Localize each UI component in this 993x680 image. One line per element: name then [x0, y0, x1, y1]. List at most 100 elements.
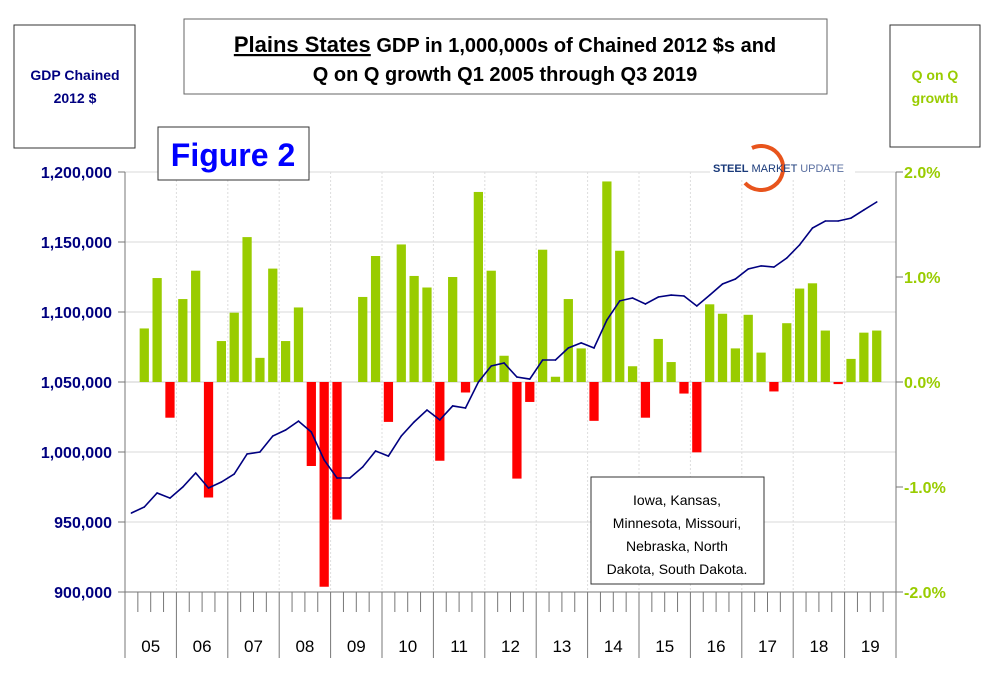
growth-bar-positive	[627, 366, 638, 382]
gdp-point	[785, 257, 788, 259]
right-tick-label: 1.0%	[904, 270, 940, 287]
growth-bar-positive	[846, 358, 856, 382]
growth-bar-positive	[152, 278, 162, 382]
gdp-point	[477, 381, 480, 383]
year-label: 17	[758, 637, 777, 656]
left-tick-label: 950,000	[54, 515, 112, 532]
growth-bar-negative	[319, 382, 329, 587]
growth-bar-positive	[293, 307, 304, 382]
growth-bar-negative	[679, 382, 689, 394]
growth-bar-positive	[358, 296, 368, 382]
gdp-point	[503, 362, 505, 364]
steel-market-update-logo: STEEL MARKET UPDATE	[710, 144, 855, 192]
growth-bar-negative	[512, 382, 522, 479]
gdp-point	[259, 451, 261, 453]
gdp-point	[233, 473, 236, 475]
growth-bar-negative	[332, 382, 342, 520]
growth-bar-positive	[576, 348, 586, 382]
gdp-point	[824, 220, 827, 222]
year-label: 08	[295, 637, 314, 656]
gdp-point	[464, 407, 467, 409]
gdp-point	[387, 455, 390, 457]
right-tick-label: 0.0%	[904, 375, 940, 392]
gdp-point	[516, 376, 518, 378]
gdp-point	[182, 486, 184, 488]
growth-bar-positive	[743, 314, 753, 382]
year-label: 11	[450, 637, 468, 656]
year-label: 09	[347, 637, 366, 656]
gdp-point	[798, 244, 801, 246]
left-tick-label: 1,200,000	[41, 165, 112, 182]
gdp-point	[554, 359, 557, 361]
gdp-point	[297, 420, 300, 422]
growth-bar-positive	[872, 330, 882, 382]
gdp-point	[284, 429, 287, 431]
gdp-point	[734, 278, 737, 280]
left-tick-label: 1,000,000	[41, 445, 112, 462]
gdp-point	[310, 431, 313, 433]
gdp-point	[696, 305, 698, 307]
gdp-point	[349, 477, 351, 479]
gdp-point	[130, 512, 133, 514]
growth-bar-positive	[550, 376, 561, 382]
growth-bar-positive	[268, 268, 278, 382]
gdp-point	[528, 378, 531, 380]
year-label: 12	[501, 637, 520, 656]
gdp-point	[567, 347, 570, 349]
growth-bar-positive	[473, 191, 484, 382]
growth-bar-positive	[705, 304, 715, 382]
title-box	[183, 18, 828, 95]
gdp-point	[618, 300, 621, 302]
growth-bar-positive	[756, 352, 766, 382]
chart-title-line2: Q on Q growth Q1 2005 through Q3 2019	[313, 64, 698, 86]
year-label: 13	[552, 637, 571, 656]
right-axis-label-line2: growth	[912, 90, 959, 106]
growth-bars	[139, 181, 882, 587]
logo-market: MARKET	[748, 163, 797, 175]
left-axis-label-box	[13, 24, 136, 149]
left-tick-label: 1,050,000	[41, 375, 112, 392]
gdp-point	[271, 435, 274, 437]
growth-bar-positive	[563, 299, 573, 382]
growth-bar-positive	[139, 328, 149, 382]
gdp-point	[541, 359, 544, 361]
growth-bar-negative	[525, 382, 535, 402]
growth-bar-positive	[820, 330, 830, 382]
growth-bar-positive	[666, 362, 676, 382]
gdp-point	[773, 266, 775, 268]
gdp-point	[246, 453, 248, 455]
gdp-point	[837, 220, 839, 222]
year-label: 15	[655, 637, 674, 656]
year-label: 14	[604, 637, 623, 656]
title-rest: GDP in 1,000,000s of Chained 2012 $s and	[371, 35, 776, 57]
growth-bar-negative	[165, 382, 175, 418]
growth-bar-positive	[499, 355, 509, 382]
left-tick-label: 1,100,000	[41, 305, 112, 322]
year-label: 18	[809, 637, 828, 656]
growth-bar-negative	[435, 382, 445, 461]
growth-bar-positive	[615, 250, 625, 382]
growth-bar-positive	[653, 338, 663, 382]
growth-bar-positive	[486, 270, 496, 382]
growth-bar-negative	[833, 382, 843, 385]
right-tick-label: -1.0%	[904, 480, 946, 497]
gdp-point	[439, 419, 441, 421]
gdp-point	[451, 405, 454, 407]
figure-label: Figure 2	[171, 137, 295, 173]
gdp-point	[490, 365, 493, 367]
left-axis-label-line2: 2012 $	[54, 90, 97, 106]
growth-bar-positive	[242, 237, 252, 382]
growth-bar-negative	[769, 382, 779, 392]
gdp-point	[143, 506, 146, 508]
growth-bar-positive	[537, 249, 548, 382]
gdp-point	[606, 319, 608, 321]
gdp-point	[863, 209, 865, 211]
gdp-point	[747, 268, 750, 270]
growth-bar-positive	[794, 288, 805, 382]
growth-bar-positive	[782, 323, 792, 382]
growth-bar-positive	[178, 299, 188, 382]
growth-bar-positive	[370, 256, 381, 382]
title-region: Plains States	[234, 32, 371, 57]
gdp-point	[426, 409, 428, 411]
states-note-line3: Nebraska, North	[626, 538, 728, 554]
